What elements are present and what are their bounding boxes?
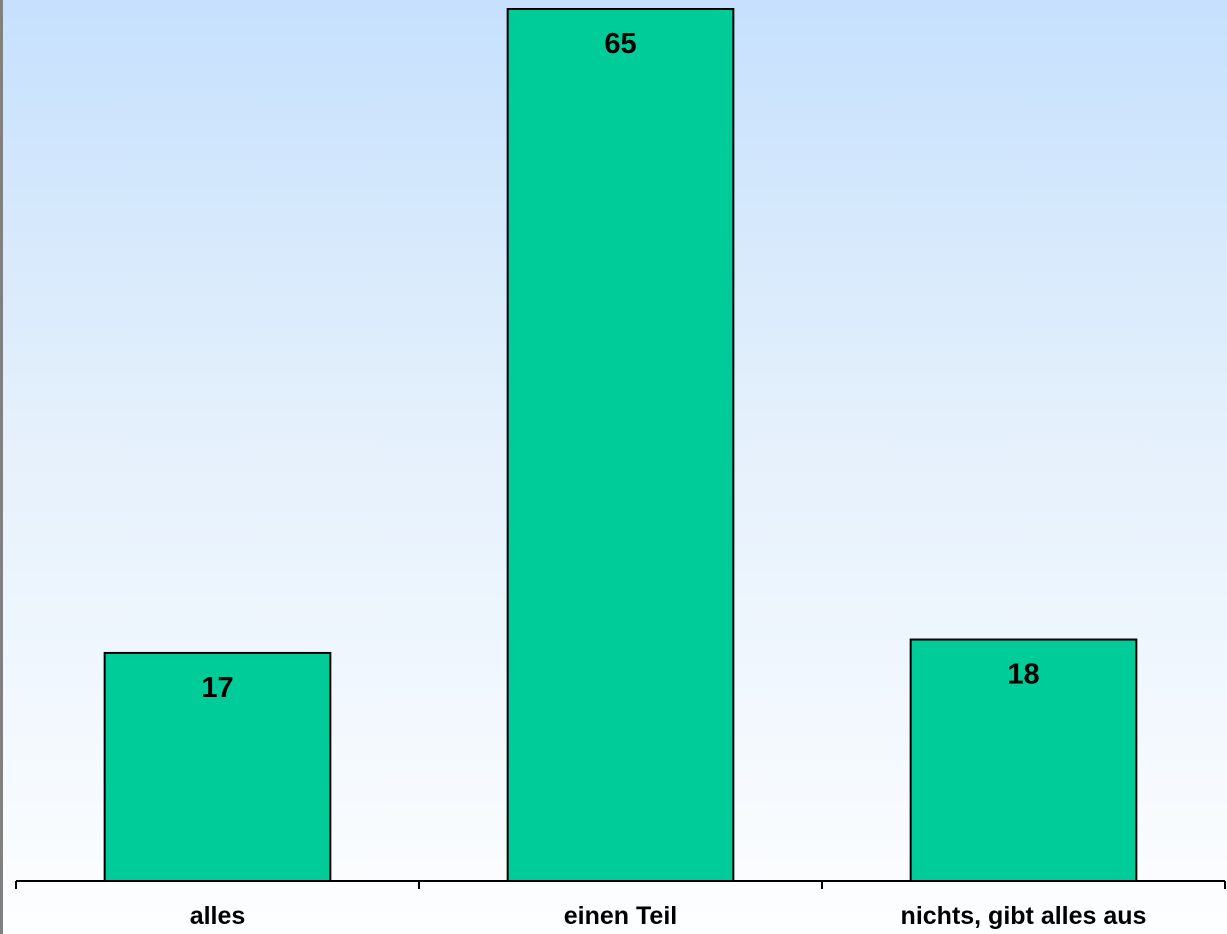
- x-tick-label: alles: [190, 902, 246, 930]
- data-label: 65: [604, 28, 636, 60]
- x-tick-label: einen Teil: [564, 902, 677, 930]
- data-label: 18: [1007, 659, 1039, 691]
- x-tick-label: nichts, gibt alles aus: [901, 902, 1147, 930]
- data-label: 17: [201, 672, 233, 704]
- bar-2: [508, 9, 734, 881]
